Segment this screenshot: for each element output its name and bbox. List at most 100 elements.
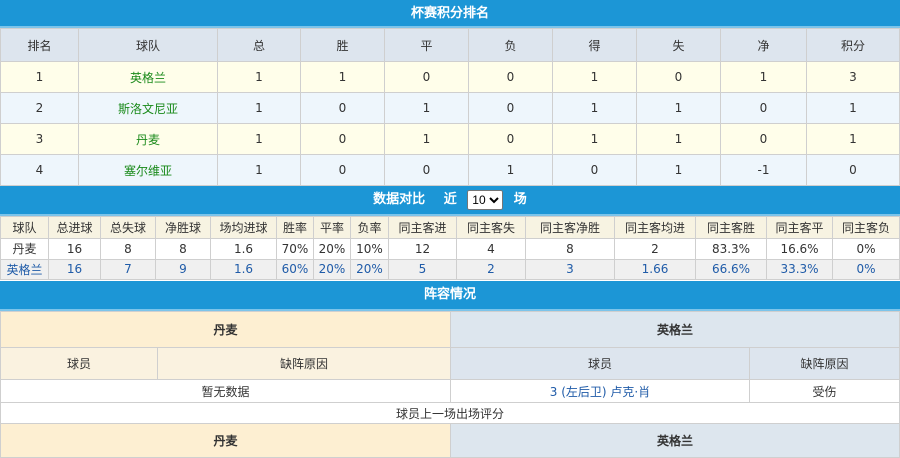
cell: 1 [806, 123, 900, 155]
cell: 1 [636, 123, 721, 155]
column-header: 净 [720, 28, 807, 62]
cell: 1.6 [210, 258, 277, 280]
cell: 1 [636, 92, 721, 124]
cell: 0 [468, 61, 553, 93]
cell: 2 [0, 92, 79, 124]
cell: 12 [388, 238, 457, 260]
cell: 0 [552, 154, 637, 186]
column-header: 排名 [0, 28, 79, 62]
cell: 0 [300, 154, 385, 186]
column-header: 总进球 [48, 216, 101, 239]
cell: 20% [350, 258, 389, 280]
column-header: 场均进球 [210, 216, 277, 239]
column-header: 球队 [78, 28, 218, 62]
table-row: 1 英格兰 1 1 0 0 1 0 1 3 [0, 61, 900, 93]
team-name: 英格兰 [0, 258, 49, 280]
unit-label: 场 [513, 192, 527, 207]
home-player-header: 球员 [0, 347, 158, 380]
column-header: 总失球 [100, 216, 156, 239]
cell: 2 [456, 258, 526, 280]
cell: 1 [552, 92, 637, 124]
cell: 1 [468, 154, 553, 186]
standings-title: 杯赛积分排名 [0, 0, 900, 28]
cell: 0 [806, 154, 900, 186]
column-header: 净胜球 [155, 216, 211, 239]
column-header: 同主客净胜 [525, 216, 615, 239]
column-header: 平 [384, 28, 469, 62]
cell: 0 [300, 123, 385, 155]
cell: 1 [552, 61, 637, 93]
team-link[interactable]: 丹麦 [78, 123, 218, 155]
cell: 1.6 [210, 238, 277, 260]
cell: 1 [217, 92, 301, 124]
standings-header-row: 排名 球队总胜平负得失净积分 [0, 28, 900, 62]
column-header: 负 [468, 28, 553, 62]
cell: 7 [100, 258, 156, 280]
cell: 60% [276, 258, 314, 280]
home-team-header: 丹麦 [0, 311, 452, 348]
table-row: 丹麦 16 8 8 1.6 70% 20% 10% 12 4 8 2 83.3% 16.6% 0% [0, 238, 900, 260]
cell: 0 [300, 92, 385, 124]
compare-title: 数据对比 [373, 192, 426, 207]
cell: 1 [806, 92, 900, 124]
cell: 0% [832, 238, 900, 260]
team-link[interactable]: 斯洛文尼亚 [78, 92, 218, 124]
column-header: 得 [552, 28, 637, 62]
away-reason-header: 缺阵原因 [749, 347, 900, 380]
lineup-table: 丹麦 英格兰 球员 缺阵原因 球员 缺阵原因 暂无数据 3 (左后卫) 卢克·肖 受伤 球员… [0, 311, 900, 458]
cell: 5 [388, 258, 457, 280]
cell: 3 [806, 61, 900, 93]
column-header: 负率 [350, 216, 389, 239]
cell: 0 [384, 61, 469, 93]
cell: 3 [525, 258, 615, 280]
away-absent-player[interactable]: 3 (左后卫) 卢克·肖 [450, 379, 751, 403]
column-header: 同主客失 [456, 216, 526, 239]
cell: 1 [217, 154, 301, 186]
team-link[interactable]: 塞尔维亚 [78, 154, 218, 186]
compare-table: 球队 总进球 总失球 净胜球 场均进球 胜率 平率 负率 同主客进 同主客失 同主客净胜 同主客均进同… [0, 216, 900, 280]
cell: 4 [456, 238, 526, 260]
column-header: 球队 [0, 216, 49, 239]
column-header: 胜 [300, 28, 385, 62]
home-no-data: 暂无数据 [0, 379, 452, 403]
compare-bar: 数据对比 近 10 场 [0, 186, 900, 216]
cell: 1 [217, 61, 301, 93]
column-header: 同主客胜 [695, 216, 767, 239]
cell: 0 [636, 61, 721, 93]
cell: 1.66 [614, 258, 696, 280]
cell: 1 [300, 61, 385, 93]
cell: -1 [720, 154, 807, 186]
column-header: 总 [217, 28, 301, 62]
column-header: 同主客平 [766, 216, 833, 239]
cell: 9 [155, 258, 211, 280]
column-header: 平率 [313, 216, 351, 239]
column-header: 积分 [806, 28, 900, 62]
cell: 66.6% [695, 258, 767, 280]
cell: 20% [313, 258, 351, 280]
away-absent-reason: 受伤 [749, 379, 900, 403]
column-header: 同主客均进 [614, 216, 696, 239]
cell: 1 [720, 61, 807, 93]
cell: 70% [276, 238, 314, 260]
column-header: 同主客负 [832, 216, 900, 239]
table-row: 3 丹麦 1 0 1 0 1 1 0 1 [0, 123, 900, 155]
cell: 1 [217, 123, 301, 155]
cell: 3 [0, 123, 79, 155]
cell: 0% [832, 258, 900, 280]
cell: 0 [384, 154, 469, 186]
cell: 0 [468, 123, 553, 155]
column-header: 同主客进 [388, 216, 457, 239]
away-player-header: 球员 [450, 347, 751, 380]
cell: 4 [0, 154, 79, 186]
home-rating-header: 丹麦 [0, 423, 452, 458]
cell: 10% [350, 238, 389, 260]
table-row: 4 塞尔维亚 1 0 0 1 0 1 -1 0 [0, 154, 900, 186]
match-count-select[interactable]: 10 [467, 189, 504, 210]
lineup-title: 阵容情况 [0, 281, 900, 311]
cell: 1 [636, 154, 721, 186]
table-row: 英格兰 16 7 9 1.6 60% 20% 20% 5 2 3 1.66 66.6% 33.3% 0% [0, 258, 900, 280]
cell: 33.3% [766, 258, 833, 280]
team-link[interactable]: 英格兰 [78, 61, 218, 93]
cell: 0 [468, 92, 553, 124]
home-reason-header: 缺阵原因 [156, 347, 452, 380]
